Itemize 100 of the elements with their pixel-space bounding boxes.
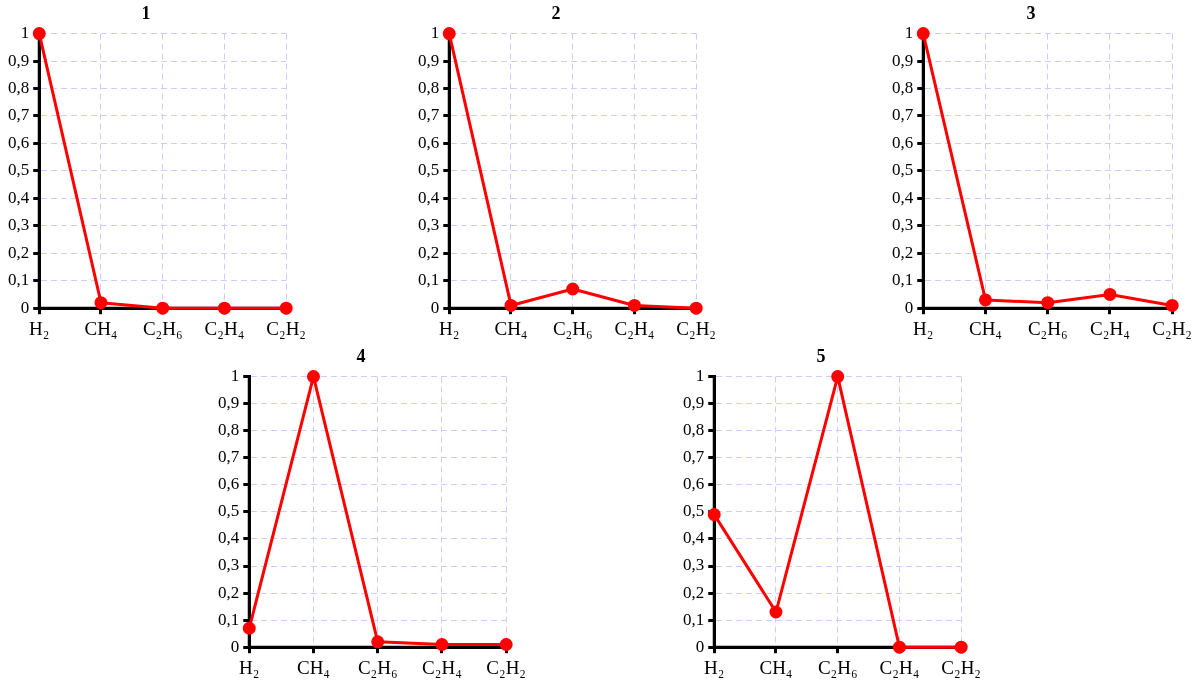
y-tick-label: 0 xyxy=(695,636,705,656)
x-tick-label: CH₄ xyxy=(84,317,118,339)
point xyxy=(32,27,46,41)
point xyxy=(707,508,721,522)
x-tick-label: C₂H₆ xyxy=(357,656,398,678)
point xyxy=(94,296,108,310)
point xyxy=(499,637,513,651)
y-tick-label: 1 xyxy=(904,23,914,43)
x-tick-label: CH₄ xyxy=(759,656,793,678)
y-tick-label: 0,3 xyxy=(683,555,705,575)
point xyxy=(627,298,641,312)
y-tick-label: 0,3 xyxy=(892,215,914,235)
chart-title: 1 xyxy=(141,3,151,24)
point xyxy=(306,370,320,384)
y-tick-label: 0,9 xyxy=(418,50,440,70)
chart-title: 5 xyxy=(816,346,826,367)
y-tick-label: 0,1 xyxy=(418,270,440,290)
y-tick-label: 0,6 xyxy=(683,474,705,494)
y-tick-label: 0,7 xyxy=(8,105,30,125)
y-tick-label: 0,1 xyxy=(683,609,705,629)
y-tick-label: 0,5 xyxy=(218,501,240,521)
x-tick-label: C₂H₆ xyxy=(1027,317,1068,339)
y-tick-label: 1 xyxy=(695,366,705,386)
y-tick-label: 0,9 xyxy=(218,393,240,413)
point xyxy=(371,635,385,649)
point xyxy=(769,605,783,619)
x-tick-label: C₂H₆ xyxy=(142,317,183,339)
y-tick-label: 1 xyxy=(230,366,240,386)
y-tick-label: 0,8 xyxy=(218,420,240,440)
point xyxy=(566,282,580,296)
y-tick-label: 0,3 xyxy=(8,215,30,235)
x-tick-label: CH₄ xyxy=(494,317,528,339)
x-tick-label: C₂H₄ xyxy=(879,656,920,678)
x-tick-label: C₂H₄ xyxy=(422,656,462,678)
y-tick-label: 0,5 xyxy=(683,501,705,521)
y-tick-label: 0,4 xyxy=(683,528,705,548)
y-tick-label: 0,5 xyxy=(8,160,30,180)
x-tick-label: C₂H₂ xyxy=(941,656,982,678)
x-tick-label: H₂ xyxy=(704,656,725,678)
y-tick-label: 0,2 xyxy=(683,582,705,602)
x-tick-label: H₂ xyxy=(29,317,50,339)
point xyxy=(217,301,231,315)
x-tick-label: C₂H₂ xyxy=(486,656,527,678)
x-tick-label: C₂H₆ xyxy=(552,317,593,339)
x-tick-label: C₂H₄ xyxy=(204,317,245,339)
y-tick-label: 0,5 xyxy=(418,160,440,180)
point xyxy=(1103,287,1117,301)
point xyxy=(242,621,256,635)
y-tick-label: 0,4 xyxy=(892,187,914,207)
y-tick-label: 0,8 xyxy=(8,77,30,97)
x-tick-label: H₂ xyxy=(913,317,934,339)
point xyxy=(689,301,703,315)
point xyxy=(435,637,449,651)
x-tick-label: H₂ xyxy=(239,656,260,678)
x-tick-label: C₂H₂ xyxy=(266,317,307,339)
y-tick-label: 0,7 xyxy=(218,447,240,467)
chart-title: 2 xyxy=(551,3,561,24)
y-tick-label: 0,1 xyxy=(218,609,240,629)
y-tick-label: 1 xyxy=(430,23,440,43)
y-tick-label: 0,2 xyxy=(218,582,240,602)
x-tick-label: C₂H₄ xyxy=(1090,317,1130,339)
x-tick-label: C₂H₂ xyxy=(676,317,717,339)
point xyxy=(954,640,968,654)
point xyxy=(279,301,293,315)
y-tick-label: 0,7 xyxy=(418,105,440,125)
x-tick-label: CH₄ xyxy=(296,656,330,678)
point xyxy=(831,370,845,384)
y-tick-label: 0,2 xyxy=(418,242,440,262)
x-tick-label: C₂H₆ xyxy=(817,656,858,678)
y-tick-label: 0 xyxy=(230,636,240,656)
y-tick-label: 0,2 xyxy=(892,242,914,262)
y-tick-label: 0,8 xyxy=(892,77,914,97)
y-tick-label: 0,4 xyxy=(418,187,440,207)
y-tick-label: 0,8 xyxy=(683,420,705,440)
y-tick-label: 0,9 xyxy=(683,393,705,413)
y-tick-label: 0,5 xyxy=(892,160,914,180)
y-tick-label: 0,3 xyxy=(218,555,240,575)
y-tick-label: 0,3 xyxy=(418,215,440,235)
y-tick-label: 0,4 xyxy=(8,187,30,207)
y-tick-label: 0,1 xyxy=(892,270,914,290)
point xyxy=(1041,296,1055,310)
x-tick-label: H₂ xyxy=(439,317,460,339)
x-tick-label: C₂H₂ xyxy=(1152,317,1193,339)
chart-title: 4 xyxy=(356,346,366,367)
y-tick-label: 0,2 xyxy=(8,242,30,262)
y-tick-label: 0,6 xyxy=(218,474,240,494)
x-tick-label: CH₄ xyxy=(968,317,1002,339)
y-tick-label: 1 xyxy=(20,23,30,43)
x-tick-label: C₂H₄ xyxy=(614,317,655,339)
y-tick-label: 0,7 xyxy=(683,447,705,467)
y-tick-label: 0,4 xyxy=(218,528,240,548)
y-tick-label: 0,6 xyxy=(418,132,440,152)
point xyxy=(892,640,906,654)
chart-title: 3 xyxy=(1026,3,1036,24)
y-tick-label: 0 xyxy=(430,297,440,317)
y-tick-label: 0 xyxy=(20,297,30,317)
y-tick-label: 0,7 xyxy=(892,105,914,125)
y-tick-label: 0 xyxy=(904,297,914,317)
y-tick-label: 0,6 xyxy=(8,132,30,152)
point xyxy=(156,301,170,315)
